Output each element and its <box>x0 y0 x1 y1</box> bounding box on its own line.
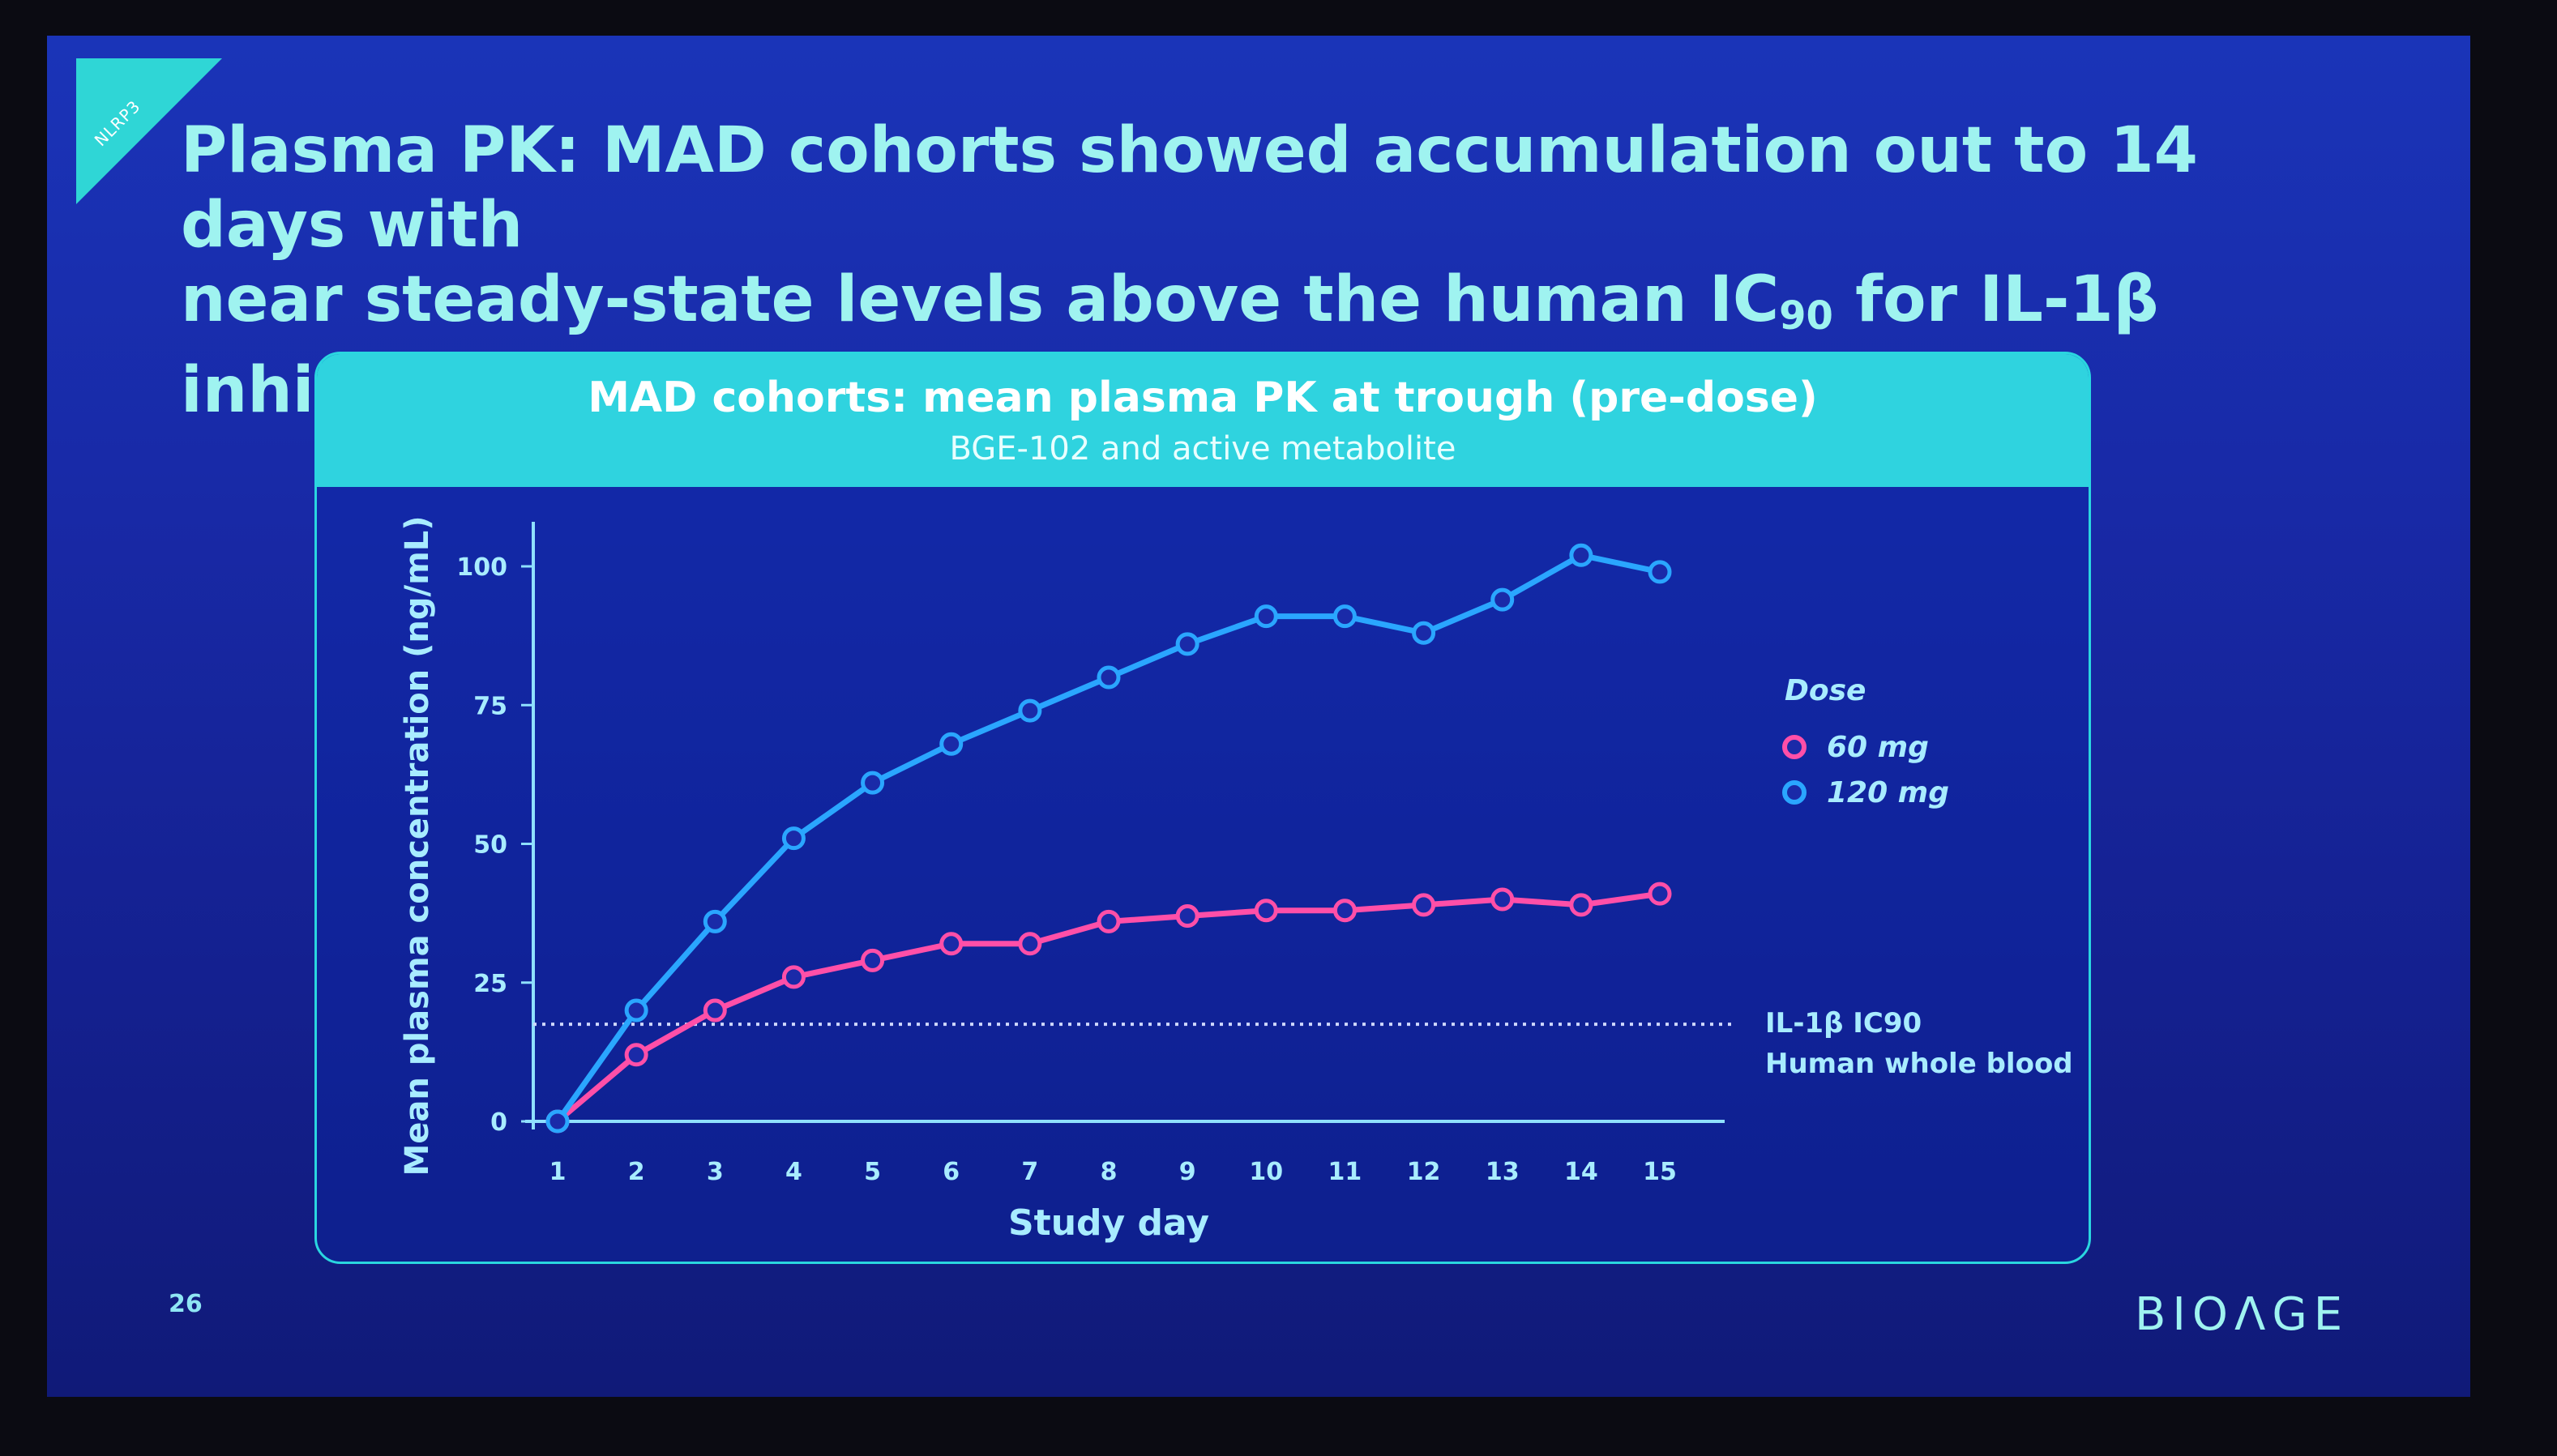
data-point <box>1097 909 1121 933</box>
legend-marker <box>1782 780 1807 805</box>
data-point <box>1175 904 1199 929</box>
series-line-120-mg <box>555 552 1661 1124</box>
x-tick-label: 8 <box>1101 1158 1118 1186</box>
data-point <box>1018 698 1042 723</box>
x-tick-label: 14 <box>1564 1158 1598 1186</box>
x-tick-label: 11 <box>1328 1158 1362 1186</box>
chart-panel: MAD cohorts: mean plasma PK at trough (p… <box>314 352 2091 1264</box>
x-tick-label: 10 <box>1249 1158 1283 1186</box>
chart-subtitle: BGE-102 and active metabolite <box>949 430 1456 468</box>
data-point <box>1332 899 1357 923</box>
x-tick-label: 13 <box>1486 1158 1520 1186</box>
data-point <box>1254 899 1278 923</box>
data-point <box>1490 587 1515 612</box>
legend-label: 120 mg <box>1827 776 1949 809</box>
y-tick-label: 75 <box>473 692 507 720</box>
y-tick-label: 100 <box>456 553 507 582</box>
data-point <box>861 948 885 972</box>
data-point <box>1332 604 1357 629</box>
data-point <box>939 932 964 956</box>
x-tick-label: 9 <box>1179 1158 1196 1186</box>
brand-logo: BIOΛGE <box>2135 1288 2350 1341</box>
slide-title-line1: Plasma PK: MAD cohorts showed accumulati… <box>181 114 2198 262</box>
data-point <box>1648 560 1672 584</box>
data-point <box>1018 932 1042 956</box>
x-tick-label: 7 <box>1021 1158 1038 1186</box>
data-point <box>1097 665 1121 690</box>
chart-panel-header: MAD cohorts: mean plasma PK at trough (p… <box>317 354 2089 487</box>
data-point <box>781 965 806 989</box>
x-tick-label: 12 <box>1407 1158 1441 1186</box>
data-point <box>1569 543 1593 567</box>
x-tick-label: 4 <box>785 1158 802 1186</box>
data-point <box>781 826 806 851</box>
x-tick-label: 6 <box>943 1158 960 1186</box>
ic90-sublabel: Human whole blood <box>1765 1048 2073 1080</box>
legend-marker <box>1782 735 1807 759</box>
data-point <box>1490 887 1515 912</box>
slide-title: Plasma PK: MAD cohorts showed accumulati… <box>181 113 2288 428</box>
data-point <box>1254 604 1278 629</box>
data-point <box>861 771 885 795</box>
data-point <box>545 1109 570 1134</box>
data-point <box>624 1043 648 1067</box>
x-tick-label: 5 <box>864 1158 881 1186</box>
data-point <box>624 998 648 1023</box>
x-tick-label: 3 <box>707 1158 724 1186</box>
x-tick-label: 15 <box>1643 1158 1677 1186</box>
data-point <box>1569 893 1593 917</box>
data-point <box>703 909 727 933</box>
x-axis-label: Study day <box>1008 1202 1209 1244</box>
chart-title: MAD cohorts: mean plasma PK at trough (p… <box>588 374 1818 422</box>
data-point <box>703 998 727 1023</box>
y-tick-label: 0 <box>490 1108 507 1137</box>
y-axis-label: Mean plasma concentration (ng/mL) <box>399 515 436 1176</box>
x-tick-label: 2 <box>628 1158 645 1186</box>
data-point <box>1648 882 1672 906</box>
y-tick-label: 50 <box>473 831 507 860</box>
data-point <box>1412 893 1436 917</box>
slide-title-subscript: 90 <box>1779 293 1833 339</box>
slide-title-line2: near steady-state levels above the human… <box>181 263 1780 336</box>
data-point <box>1175 632 1199 656</box>
ic90-label: IL-1β IC90 <box>1765 1007 1922 1040</box>
data-point <box>939 732 964 756</box>
corner-tag <box>76 58 222 204</box>
legend-title: Dose <box>1785 674 1866 707</box>
data-point <box>1412 621 1436 645</box>
page-number: 26 <box>169 1290 203 1318</box>
slide: NLRP3 Plasma PK: MAD cohorts showed accu… <box>47 36 2470 1397</box>
x-tick-label: 1 <box>549 1158 567 1186</box>
legend-label: 60 mg <box>1827 731 1929 764</box>
y-tick-label: 25 <box>473 970 507 998</box>
